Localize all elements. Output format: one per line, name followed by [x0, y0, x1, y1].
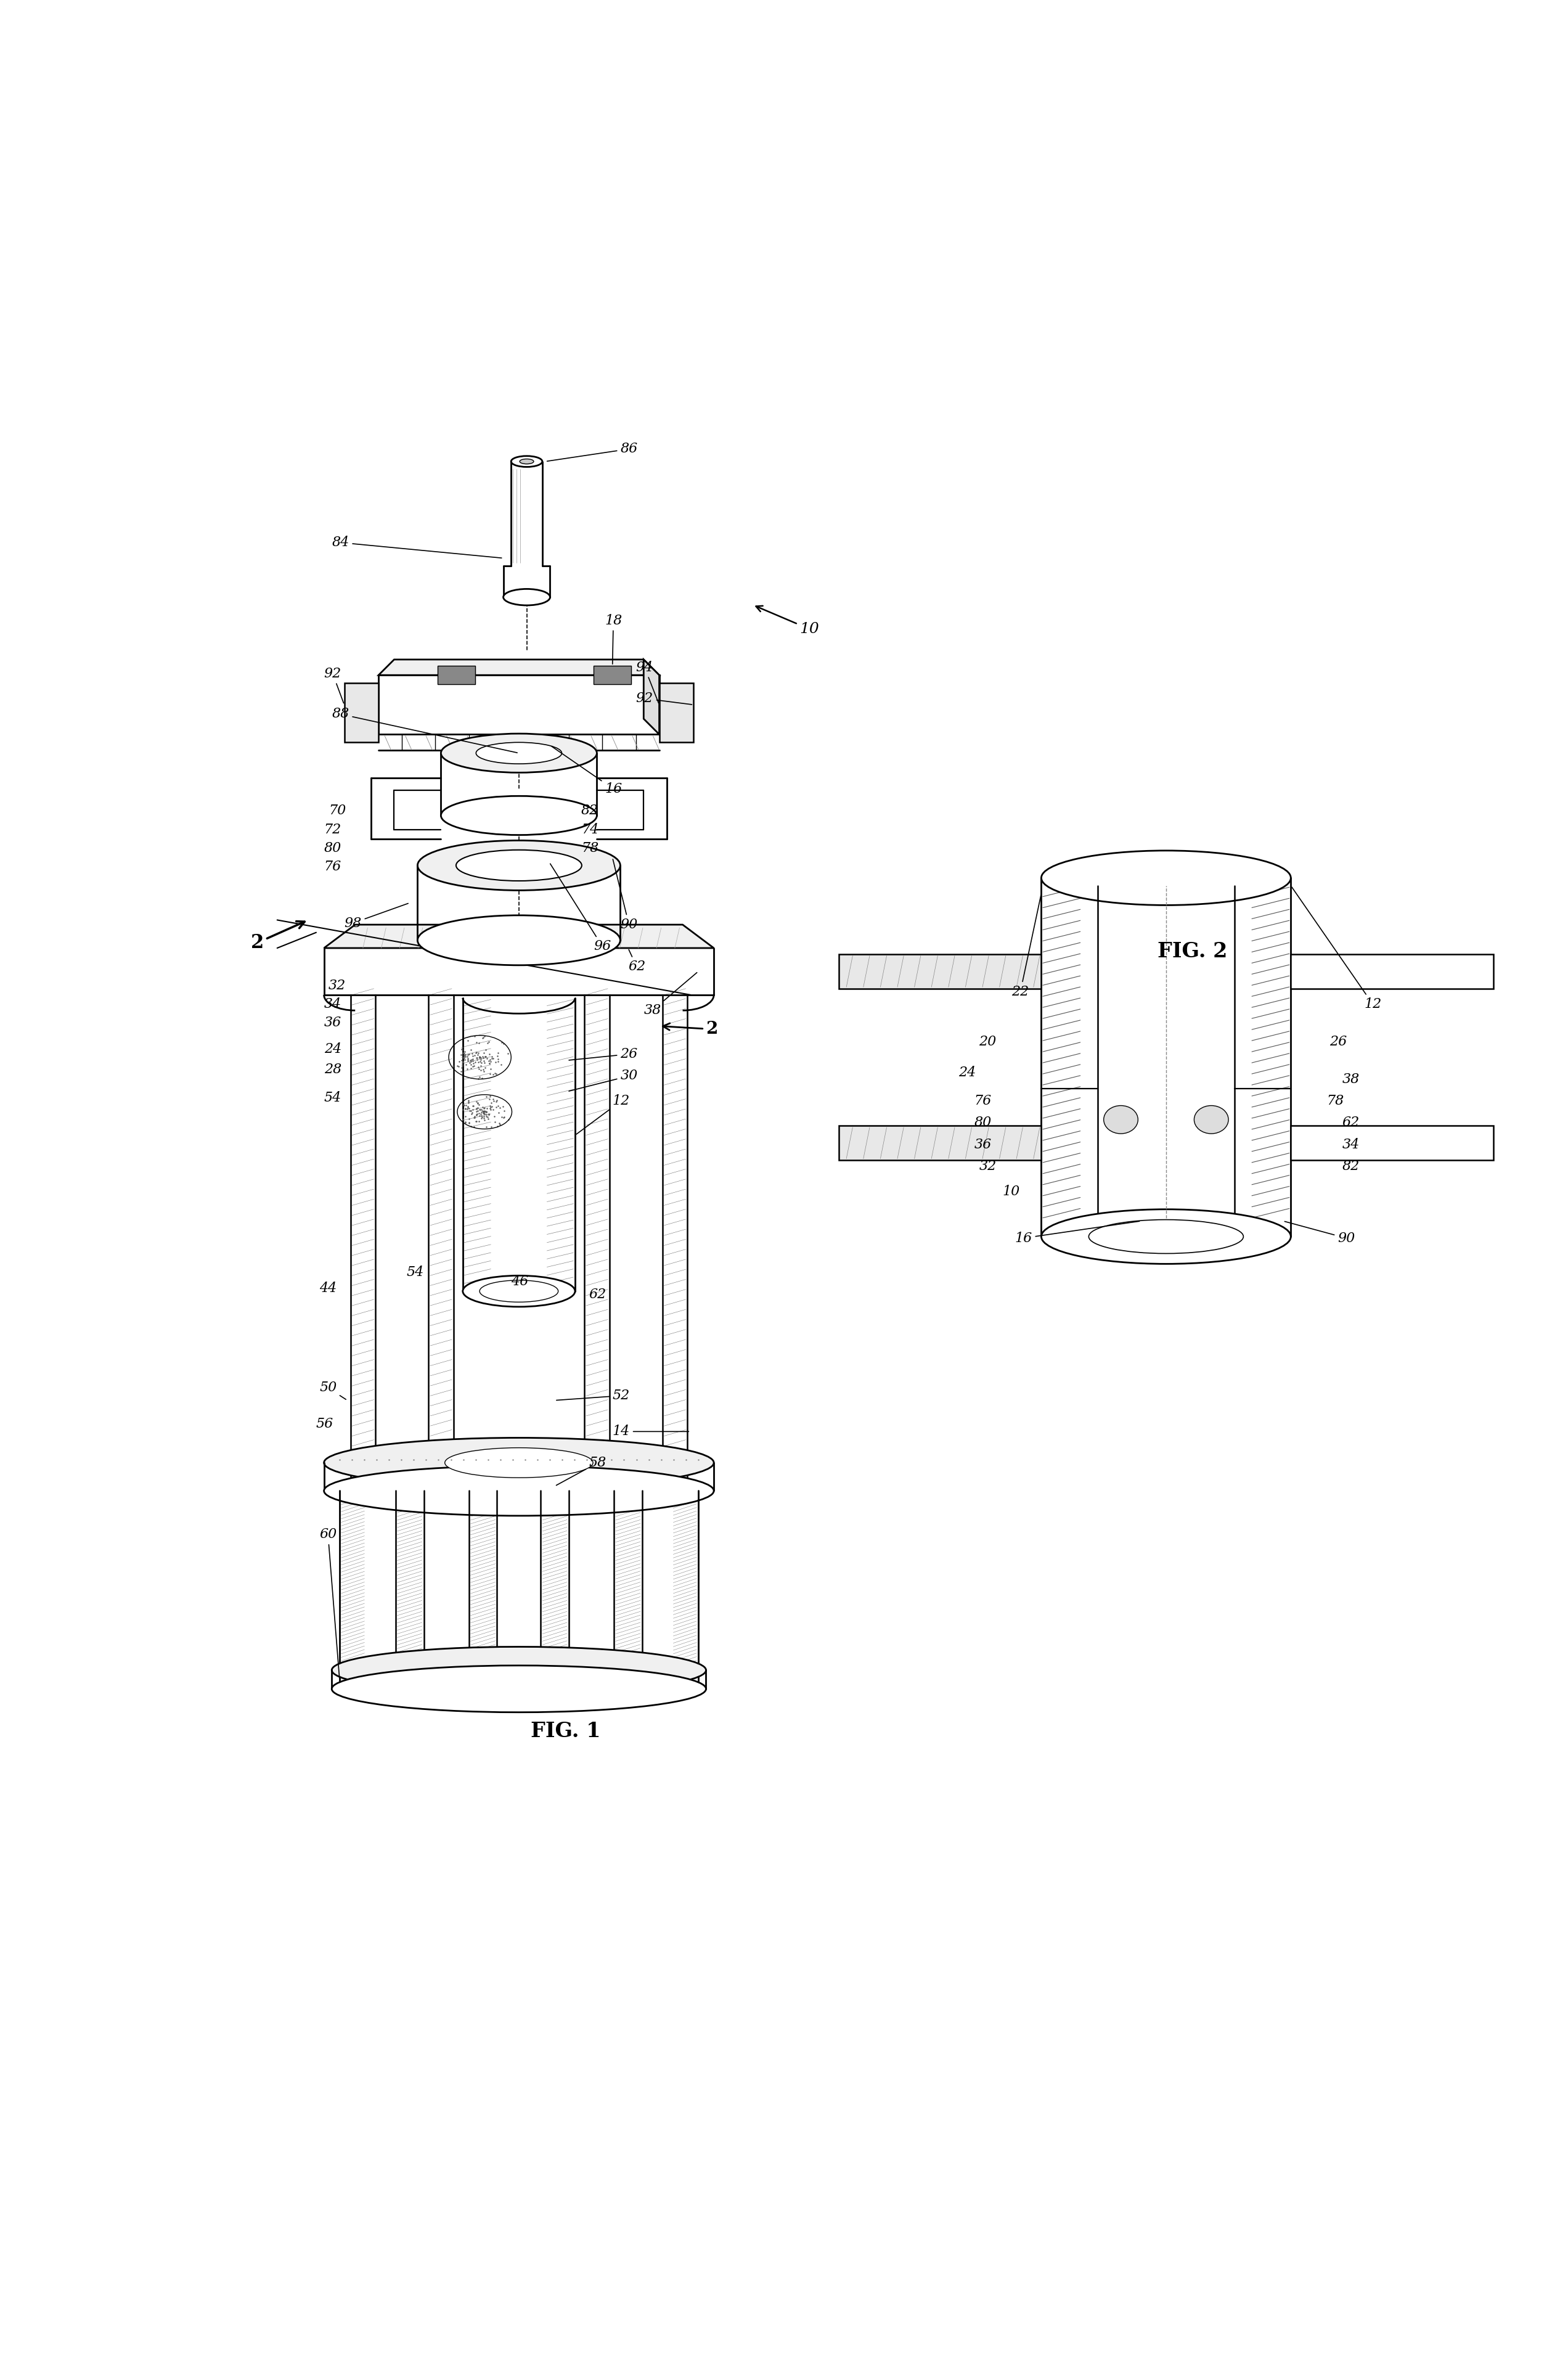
Polygon shape [378, 676, 659, 735]
Ellipse shape [441, 733, 597, 773]
Ellipse shape [325, 1466, 713, 1515]
Text: 58: 58 [557, 1456, 607, 1485]
Text: 16: 16 [552, 747, 622, 797]
Text: 74: 74 [582, 823, 599, 837]
Text: 36: 36 [974, 1137, 991, 1151]
Text: 76: 76 [974, 1095, 991, 1109]
Text: 96: 96 [550, 863, 612, 953]
Text: 10: 10 [756, 605, 818, 636]
Text: 82: 82 [582, 804, 599, 818]
Ellipse shape [441, 797, 597, 834]
Ellipse shape [445, 1447, 593, 1478]
Text: FIG. 2: FIG. 2 [1157, 941, 1228, 962]
Ellipse shape [417, 842, 621, 891]
Ellipse shape [519, 459, 533, 463]
Text: 54: 54 [406, 1265, 423, 1279]
Text: 12: 12 [577, 1095, 630, 1135]
Polygon shape [643, 660, 659, 735]
Ellipse shape [503, 589, 550, 605]
Text: 28: 28 [325, 1064, 342, 1076]
Text: 90: 90 [1284, 1222, 1355, 1246]
Text: 50: 50 [320, 1381, 347, 1399]
Polygon shape [378, 660, 659, 676]
Text: 54: 54 [325, 1092, 342, 1104]
Text: 60: 60 [320, 1527, 339, 1678]
Text: 38: 38 [1342, 1073, 1359, 1085]
Ellipse shape [1104, 1106, 1138, 1135]
Ellipse shape [477, 742, 561, 764]
Text: 86: 86 [547, 442, 638, 461]
Text: 84: 84 [332, 537, 502, 558]
Text: 94: 94 [637, 660, 659, 702]
Text: 88: 88 [332, 707, 517, 752]
Ellipse shape [332, 1667, 706, 1712]
Text: 36: 36 [325, 1017, 342, 1031]
Text: 98: 98 [345, 903, 408, 929]
Polygon shape [594, 667, 632, 686]
Text: 24: 24 [325, 1043, 342, 1057]
Polygon shape [345, 683, 378, 742]
Text: 52: 52 [557, 1390, 630, 1402]
Text: 62: 62 [1342, 1116, 1359, 1130]
Ellipse shape [480, 1281, 558, 1303]
Text: 14: 14 [613, 1425, 688, 1437]
Text: FIG. 1: FIG. 1 [530, 1721, 601, 1742]
Text: 38: 38 [643, 972, 696, 1017]
Polygon shape [839, 1125, 1041, 1161]
Ellipse shape [463, 1277, 575, 1307]
Text: 92: 92 [637, 693, 691, 704]
Polygon shape [839, 955, 1041, 988]
Text: 34: 34 [325, 998, 342, 1012]
Text: 92: 92 [325, 667, 343, 702]
Text: 2: 2 [663, 1021, 718, 1038]
Text: 16: 16 [1014, 1222, 1140, 1246]
Text: 44: 44 [320, 1281, 337, 1295]
Ellipse shape [456, 851, 582, 882]
Text: 2: 2 [251, 922, 304, 953]
Ellipse shape [511, 456, 543, 468]
Ellipse shape [1195, 1106, 1228, 1135]
Ellipse shape [332, 1648, 706, 1693]
Text: 56: 56 [317, 1416, 334, 1430]
Ellipse shape [1041, 851, 1290, 905]
Text: 24: 24 [958, 1066, 975, 1080]
Text: 46: 46 [511, 1274, 528, 1288]
Text: 76: 76 [325, 860, 342, 875]
Polygon shape [325, 924, 713, 948]
Text: 72: 72 [325, 823, 342, 837]
Text: 80: 80 [974, 1116, 991, 1130]
Ellipse shape [417, 915, 621, 965]
Polygon shape [1290, 955, 1494, 988]
Polygon shape [1290, 1125, 1494, 1161]
Text: 26: 26 [1330, 1035, 1347, 1047]
Text: 80: 80 [325, 842, 342, 856]
Text: 78: 78 [1327, 1095, 1344, 1109]
Text: 12: 12 [1292, 886, 1381, 1012]
Text: 90: 90 [613, 858, 638, 931]
Text: 82: 82 [1342, 1161, 1359, 1173]
Text: 18: 18 [605, 615, 622, 664]
Text: 30: 30 [569, 1069, 638, 1092]
Text: 26: 26 [569, 1047, 638, 1061]
Text: 62: 62 [590, 1288, 607, 1300]
Text: 32: 32 [978, 1161, 996, 1173]
Text: 62: 62 [629, 950, 646, 974]
Text: 10: 10 [1002, 1184, 1019, 1199]
Ellipse shape [1088, 1220, 1243, 1253]
Text: 70: 70 [329, 804, 347, 818]
Polygon shape [437, 667, 475, 686]
Ellipse shape [325, 1437, 713, 1487]
Polygon shape [659, 683, 693, 742]
Text: 78: 78 [582, 842, 599, 856]
Text: 32: 32 [329, 979, 347, 993]
Text: 20: 20 [978, 1035, 996, 1047]
Ellipse shape [1041, 1210, 1290, 1265]
Text: 34: 34 [1342, 1137, 1359, 1151]
Text: 22: 22 [1011, 896, 1041, 998]
